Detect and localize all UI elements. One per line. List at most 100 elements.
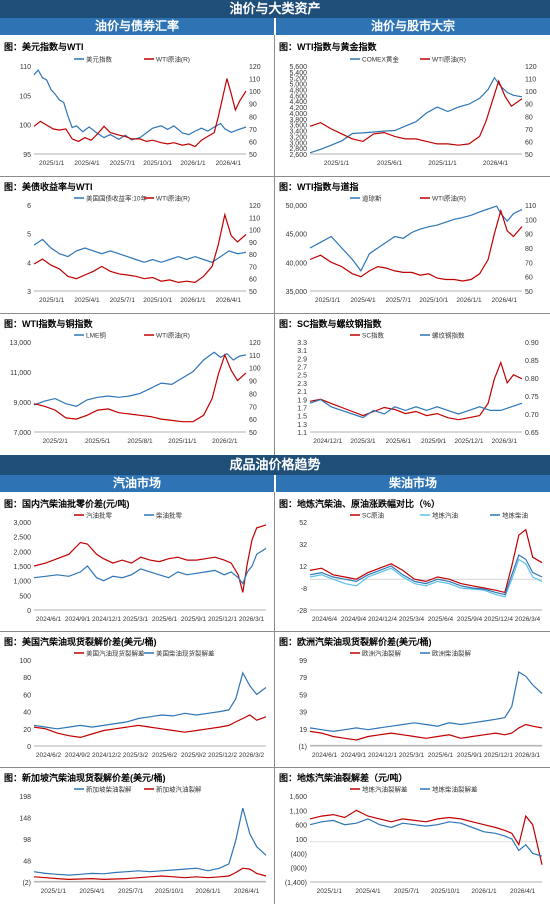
x-tick-label: 2024/9/1 bbox=[65, 616, 91, 623]
legend-label: 美国国债收益率:10年 bbox=[86, 194, 148, 203]
series-line-0 bbox=[309, 723, 543, 741]
x-tick-label: 2025/10/1 bbox=[155, 888, 184, 895]
x-tick-label: 2025/3/1 bbox=[399, 752, 425, 759]
x-tick-label: 2025/4/1 bbox=[355, 888, 381, 895]
y-tick-label: (2) bbox=[22, 880, 31, 887]
x-tick-label: 2026/4/1 bbox=[234, 888, 260, 895]
y-tick-label: 19 bbox=[299, 727, 307, 734]
y-tick-label: 500 bbox=[19, 593, 31, 600]
y2-tick-label: 110 bbox=[249, 77, 260, 84]
x-tick-label: 2025/1/1 bbox=[41, 888, 67, 895]
y-tick-label: 1,100 bbox=[289, 808, 307, 815]
y2-tick-label: 80 bbox=[249, 252, 257, 259]
panel-title-local-refinery: 图：地炼汽柴油、原油涨跌幅对比（%） bbox=[279, 499, 441, 509]
y2-tick-label: 50 bbox=[249, 152, 257, 159]
y-tick-label: 3,400 bbox=[289, 129, 307, 136]
y-tick-label: 4,000 bbox=[289, 111, 307, 118]
x-tick-label: 2026/4/1 bbox=[492, 297, 518, 304]
x-tick-label: 2025/4/1 bbox=[74, 160, 100, 167]
y-tick-label: 2.3 bbox=[297, 381, 307, 388]
y-tick-label: 5,000 bbox=[289, 82, 307, 89]
x-tick-label: 2025/9/1 bbox=[457, 752, 483, 759]
y-tick-label: 1.3 bbox=[297, 422, 307, 429]
x-tick-label: 2025/4/1 bbox=[74, 297, 100, 304]
legend-label: 新加坡柴油裂解 bbox=[86, 785, 132, 794]
chart-usd-wti: 95 100 105 110 50 60 70 80 90 100 110 120 2025/1/1 20… bbox=[19, 55, 260, 168]
y2-tick-label: 110 bbox=[249, 353, 260, 360]
y-tick-label: 60 bbox=[23, 692, 31, 699]
y-tick-label: 3,600 bbox=[289, 123, 307, 130]
x-tick-label: 2026/4/1 bbox=[216, 297, 242, 304]
legend-label: 新加坡汽油裂解 bbox=[156, 785, 202, 794]
x-tick-label: 2025/3/1 bbox=[123, 616, 149, 623]
legend-label: 柴油批零 bbox=[156, 511, 183, 520]
x-tick-label: 2026/3/1 bbox=[239, 616, 265, 623]
x-tick-label: 2026/1/1 bbox=[180, 160, 206, 167]
y2-tick-label: 50 bbox=[525, 289, 533, 296]
x-tick-label: 2025/8/1 bbox=[127, 438, 153, 445]
x-tick-label: 2025/2/1 bbox=[43, 438, 69, 445]
y-tick-label: 2.9 bbox=[297, 356, 307, 363]
panel-title-usd-wti: 图：美元指数与WTI bbox=[4, 42, 84, 52]
y2-tick-label: 60 bbox=[525, 275, 533, 282]
series-line-1 bbox=[33, 212, 247, 284]
y-tick-label: 1,000 bbox=[13, 579, 31, 586]
x-tick-label: 2025/11/1 bbox=[428, 160, 457, 167]
y-tick-label: 35,000 bbox=[286, 289, 308, 296]
y-tick-label: 600 bbox=[295, 823, 307, 830]
series-line-0 bbox=[33, 714, 267, 739]
y-tick-label: 3,000 bbox=[13, 520, 31, 527]
y2-tick-label: 90 bbox=[249, 379, 257, 386]
x-tick-label: 2025/9/1 bbox=[181, 616, 207, 623]
y-tick-label: 1.9 bbox=[297, 397, 307, 404]
x-tick-label: 2026/2/1 bbox=[212, 438, 238, 445]
section-title-assets: 油价与大类资产 bbox=[0, 0, 550, 18]
chart-sc-rebar: 1.11.31.5 1.71.92.12.32.52.7 2.93.13.3 0.65… bbox=[297, 331, 538, 446]
x-tick-label: 2025/12/4 bbox=[484, 616, 513, 623]
series-line-1 bbox=[33, 867, 267, 881]
y-tick-label: 7,000 bbox=[13, 430, 31, 437]
legend-label: 欧洲柴油裂解 bbox=[432, 649, 472, 658]
series-line-1 bbox=[33, 353, 247, 423]
y-tick-label: 100 bbox=[295, 837, 307, 844]
x-tick-label: 2025/1/1 bbox=[39, 297, 65, 304]
series-line-1 bbox=[309, 671, 543, 733]
series-line-0 bbox=[33, 807, 267, 876]
y-tick-label: 3 bbox=[27, 289, 31, 296]
legend-label: SC原油 bbox=[362, 511, 384, 520]
x-tick-label: 2025/10/1 bbox=[419, 297, 448, 304]
legend-label: WTI原油(R) bbox=[156, 194, 190, 203]
y-tick-label: (400) bbox=[291, 851, 307, 858]
series-line-0 bbox=[309, 76, 523, 154]
y-tick-label: 2,600 bbox=[289, 152, 307, 159]
x-tick-label: 2026/3/4 bbox=[515, 616, 541, 623]
y-tick-label: 40,000 bbox=[286, 260, 308, 267]
x-tick-label: 2026/1/1 bbox=[471, 888, 497, 895]
series-line-0 bbox=[33, 351, 247, 407]
x-tick-label: 2024/6/4 bbox=[312, 616, 338, 623]
x-tick-label: 2025/12/1 bbox=[208, 616, 237, 623]
y-tick-label: 13,000 bbox=[10, 340, 32, 347]
panel-title-sg-crack: 图：新加坡汽柴油现货裂解价差(美元/桶) bbox=[4, 773, 166, 783]
y-tick-label: 79 bbox=[299, 675, 307, 682]
panel-title-wti-copper: 图：WTI指数与铜指数 bbox=[4, 319, 93, 329]
row-divider-3 bbox=[0, 631, 550, 632]
legend-label: 美元指数 bbox=[86, 55, 113, 64]
y2-tick-label: 120 bbox=[525, 64, 537, 71]
x-tick-label: 2024/12/2 bbox=[92, 752, 121, 759]
x-tick-label: 2025/4/1 bbox=[350, 297, 376, 304]
x-tick-label: 2025/6/1 bbox=[386, 438, 412, 445]
x-tick-label: 2024/9/4 bbox=[341, 616, 367, 623]
y-tick-label: (1) bbox=[298, 744, 307, 751]
series-line-0 bbox=[309, 809, 543, 865]
y-tick-label: 5,400 bbox=[289, 70, 307, 77]
series-line-0 bbox=[309, 360, 523, 421]
y-tick-label: 32 bbox=[299, 542, 307, 549]
series-line-0 bbox=[309, 205, 523, 273]
x-tick-label: 2025/11/1 bbox=[168, 438, 197, 445]
x-tick-label: 2025/9/2 bbox=[181, 752, 207, 759]
y2-tick-label: 100 bbox=[249, 228, 261, 235]
x-tick-label: 2026/4/1 bbox=[483, 160, 509, 167]
subheader-bonds-fx: 油价与债券汇率 bbox=[0, 18, 274, 35]
y2-tick-label: 80 bbox=[525, 114, 533, 121]
